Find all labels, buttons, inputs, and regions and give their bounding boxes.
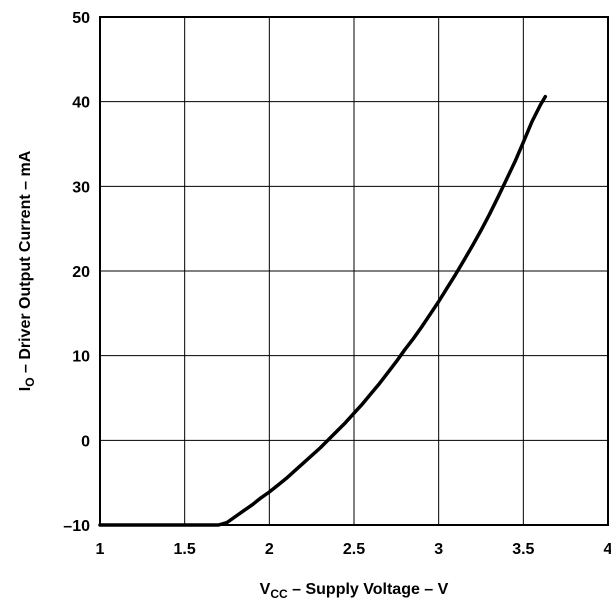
x-axis-label: VCC – Supply Voltage – V	[260, 581, 449, 601]
x-tick-label: 3.5	[512, 541, 534, 558]
y-tick-label: 40	[72, 95, 90, 112]
grid-layer	[100, 17, 608, 525]
y-axis-label-sub: O	[23, 377, 37, 386]
x-tick-label: 2	[265, 541, 274, 558]
y-axis-label: IO – Driver Output Current – mA	[17, 150, 37, 391]
y-axis-label-main: I	[17, 387, 34, 391]
y-tick-label: 10	[72, 349, 90, 366]
x-tick-label: 2.5	[343, 541, 365, 558]
x-axis-label-main: V	[260, 581, 271, 598]
y-axis-label-rest: – Driver Output Current – mA	[17, 150, 34, 377]
y-tick-label: 20	[72, 264, 90, 281]
y-tick-label: 50	[72, 10, 90, 27]
x-axis-label-rest: – Supply Voltage – V	[288, 581, 449, 598]
x-axis-label-sub: CC	[270, 587, 288, 601]
y-tick-label: 30	[72, 179, 90, 196]
y-tick-label: 0	[81, 433, 90, 450]
x-tick-label: 1	[96, 541, 105, 558]
x-tick-label: 1.5	[174, 541, 196, 558]
plot-frame	[99, 16, 609, 526]
x-tick-label: 4	[604, 541, 611, 558]
y-tick-label: –10	[63, 518, 90, 535]
tick-layer: 1 1.5 2 2.5 3 3.5 4 –10 0 10 20 30 40 50	[63, 10, 611, 558]
x-tick-label: 3	[434, 541, 443, 558]
series-line	[98, 94, 548, 527]
